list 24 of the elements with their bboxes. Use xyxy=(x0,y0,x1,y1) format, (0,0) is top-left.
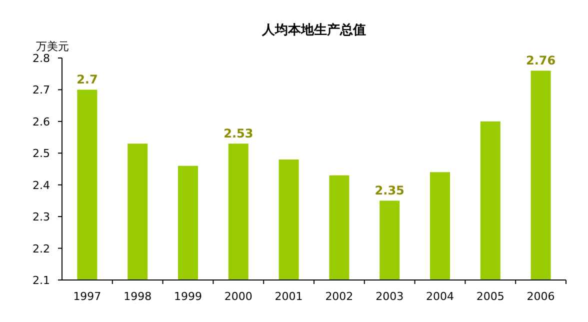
y-tick-label: 2.8 xyxy=(32,52,50,65)
x-tick-label: 2006 xyxy=(526,290,555,303)
chart-title: 人均本地生产总值 xyxy=(261,22,366,38)
x-tick-label: 1999 xyxy=(174,290,202,303)
y-tick-label: 2.4 xyxy=(32,178,50,192)
x-tick-label: 2000 xyxy=(224,290,252,303)
x-tick-label: 2002 xyxy=(325,290,354,303)
x-tick-label: 2003 xyxy=(376,290,404,303)
y-tick-label: 2.6 xyxy=(32,115,50,128)
y-tick-label: 2.5 xyxy=(32,147,50,160)
data-label: 2.7 xyxy=(76,72,98,87)
y-tick-label: 2.1 xyxy=(32,274,50,287)
x-tick-label: 2005 xyxy=(476,290,504,303)
x-tick-label: 2001 xyxy=(274,290,303,303)
data-label: 2.53 xyxy=(224,126,254,141)
x-tick-label: 2004 xyxy=(426,290,454,303)
data-label: 2.76 xyxy=(526,54,556,68)
x-tick-label: 1997 xyxy=(73,290,102,303)
y-tick-label: 2.2 xyxy=(32,242,50,256)
data-label: 2.35 xyxy=(374,184,404,198)
y-tick-label: 2.7 xyxy=(32,84,50,97)
y-tick-label: 2.3 xyxy=(32,210,50,224)
y-axis-title: 万美元 xyxy=(36,40,69,53)
x-tick-label: 1998 xyxy=(124,290,152,303)
